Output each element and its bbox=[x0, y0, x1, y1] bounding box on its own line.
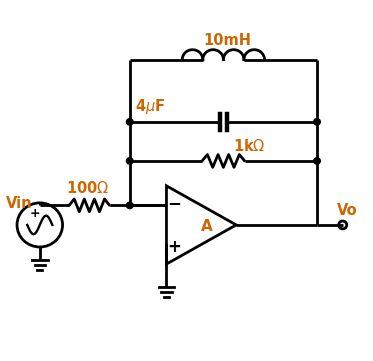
Text: 100$\Omega$: 100$\Omega$ bbox=[66, 180, 109, 196]
Circle shape bbox=[126, 119, 133, 125]
Text: 4$\mu$F: 4$\mu$F bbox=[135, 97, 165, 117]
Text: Vin: Vin bbox=[6, 196, 33, 211]
Text: Vo: Vo bbox=[337, 203, 357, 218]
Text: 10mH: 10mH bbox=[203, 32, 251, 48]
Circle shape bbox=[126, 158, 133, 164]
Circle shape bbox=[126, 202, 133, 209]
Text: 1k$\Omega$: 1k$\Omega$ bbox=[233, 138, 265, 154]
Circle shape bbox=[314, 158, 320, 164]
Text: A: A bbox=[201, 219, 213, 234]
Text: −: − bbox=[167, 193, 182, 212]
Text: +: + bbox=[30, 207, 40, 220]
Text: +: + bbox=[167, 238, 182, 256]
Circle shape bbox=[314, 119, 320, 125]
